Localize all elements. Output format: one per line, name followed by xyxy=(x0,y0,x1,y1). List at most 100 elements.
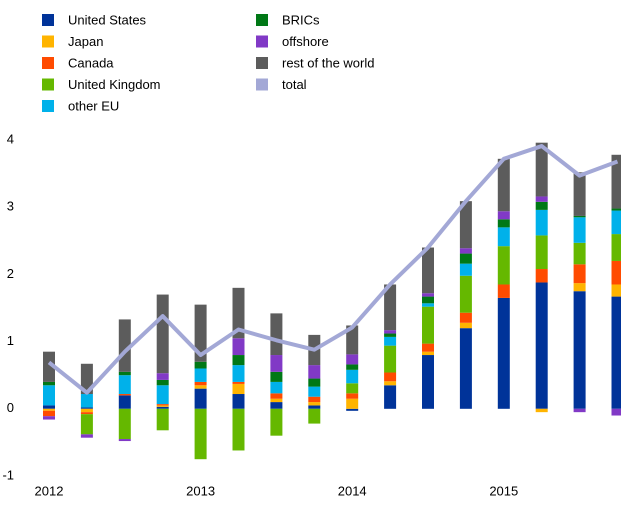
bar-segment xyxy=(422,297,434,304)
bar-segment xyxy=(346,409,358,411)
bar-segment xyxy=(233,384,245,394)
bar-segment xyxy=(195,385,207,388)
y-tick-label: 1 xyxy=(7,333,14,348)
legend-swatch xyxy=(256,36,268,48)
legend-label: rest of the world xyxy=(282,55,375,70)
x-tick-label: 2015 xyxy=(489,483,518,498)
bar-segment xyxy=(612,209,621,211)
bar-segment xyxy=(460,328,472,409)
bar-segment xyxy=(270,382,282,393)
bar-segment xyxy=(422,293,434,296)
y-tick-label: 4 xyxy=(7,131,14,146)
bar-segment xyxy=(157,295,169,374)
bar-segment xyxy=(308,387,320,397)
bar-segment xyxy=(308,405,320,408)
bar-segment xyxy=(195,362,207,369)
legend-label: other EU xyxy=(68,98,119,113)
bar-segment xyxy=(195,382,207,385)
bar-segment xyxy=(43,411,55,416)
y-tick-label: -1 xyxy=(2,467,14,482)
legend-swatch xyxy=(42,79,54,91)
bar-segment xyxy=(43,416,55,419)
bar-segment xyxy=(43,385,55,405)
bar-segment xyxy=(384,337,396,346)
bar-segment xyxy=(498,211,510,219)
bar-segment xyxy=(81,394,93,407)
legend-label: total xyxy=(282,77,307,92)
bar-segment xyxy=(536,282,548,408)
bar-segment xyxy=(498,246,510,284)
legend-swatch xyxy=(256,14,268,26)
bar-segment xyxy=(81,407,93,408)
bar-segment xyxy=(574,172,586,216)
bar-segment xyxy=(536,235,548,269)
legend-swatch xyxy=(42,36,54,48)
bar-segment xyxy=(574,409,586,412)
legend-label: offshore xyxy=(282,34,329,49)
bar-segment xyxy=(384,385,396,409)
bar-segment xyxy=(308,402,320,405)
bar-segment xyxy=(270,399,282,402)
bar-segment xyxy=(384,334,396,337)
bar-segment xyxy=(270,402,282,409)
bar-segment xyxy=(574,291,586,409)
bar-segment xyxy=(346,370,358,383)
bar-segment xyxy=(157,405,169,406)
bar-segment xyxy=(157,409,169,431)
bar-segment xyxy=(612,297,621,409)
bar-segment xyxy=(119,372,131,375)
y-tick-label: 2 xyxy=(7,266,14,281)
bar-segment xyxy=(233,338,245,355)
bar-segment xyxy=(384,381,396,385)
bar-segment xyxy=(195,389,207,409)
bar-segment xyxy=(612,234,621,261)
bar-segment xyxy=(498,298,510,409)
bar-segment xyxy=(574,264,586,283)
bar-segment xyxy=(270,409,282,436)
bar-segment xyxy=(43,382,55,385)
bar-segment xyxy=(157,407,169,409)
x-tick-label: 2012 xyxy=(35,483,64,498)
bar-segment xyxy=(536,196,548,201)
bar-segment xyxy=(574,216,586,217)
bar-segment xyxy=(157,380,169,385)
bar-segment xyxy=(498,284,510,297)
bar-segment xyxy=(308,397,320,402)
bar-segment xyxy=(422,355,434,409)
bar-segment xyxy=(81,414,93,434)
legend-label: BRICs xyxy=(282,12,320,27)
bar-segment xyxy=(270,372,282,382)
bar-segment xyxy=(43,409,55,411)
bar-segment xyxy=(422,307,434,344)
bar-segment xyxy=(119,394,131,395)
bar-segment xyxy=(157,385,169,404)
bar-segment xyxy=(498,159,510,211)
bar-segment xyxy=(233,382,245,384)
bar-segment xyxy=(308,365,320,378)
bar-segment xyxy=(612,211,621,235)
x-tick-label: 2014 xyxy=(338,483,367,498)
total-line xyxy=(49,146,618,393)
bar-segment xyxy=(460,254,472,264)
bar-segment xyxy=(574,283,586,291)
bar-segment xyxy=(612,261,621,285)
legend-label: Canada xyxy=(68,55,114,70)
bar-segment xyxy=(195,368,207,381)
bar-segment xyxy=(498,227,510,246)
bar-segment xyxy=(81,434,93,437)
bar-segment xyxy=(270,355,282,372)
bar-segment xyxy=(536,269,548,282)
bar-segment xyxy=(308,409,320,424)
bar-segment xyxy=(422,344,434,352)
bar-segment xyxy=(233,365,245,382)
bar-segment xyxy=(384,373,396,382)
bar-segment xyxy=(460,276,472,313)
bar-segment xyxy=(119,439,131,441)
bar-segment xyxy=(422,303,434,306)
bar-segment xyxy=(346,393,358,398)
bar-segment xyxy=(43,405,55,408)
bar-segment xyxy=(536,210,548,236)
legend-swatch xyxy=(42,100,54,112)
bar-segment xyxy=(460,323,472,328)
